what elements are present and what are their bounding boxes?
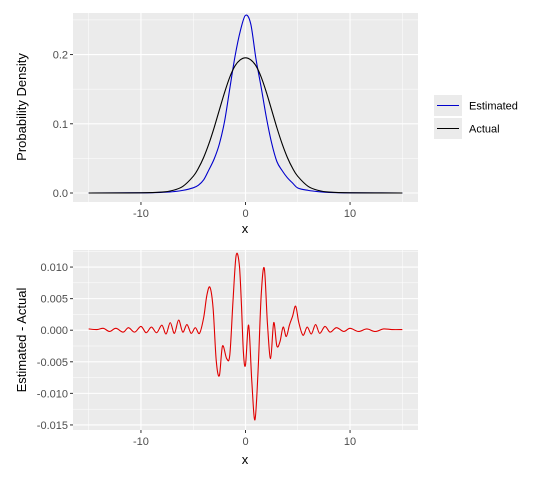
density-y-axis: 0.0 0.1 0.2	[53, 50, 73, 200]
legend-label-estimated: Estimated	[469, 101, 518, 113]
density-y-tick-label: 0.2	[53, 50, 68, 62]
difference-x-axis: -10 0 10	[133, 430, 356, 448]
density-x-tick-label: -10	[133, 208, 149, 220]
difference-y-tick-label: 0.005	[40, 294, 68, 306]
density-line-actual	[88, 57, 403, 194]
density-y-axis-title: Probability Density	[14, 53, 29, 161]
difference-x-tick-label: 10	[344, 436, 356, 448]
density-x-axis-title: x	[242, 221, 249, 236]
difference-y-axis-title: Estimated - Actual	[14, 288, 29, 393]
difference-x-tick-label: 0	[242, 436, 248, 448]
difference-chart: -0.015 -0.010 -0.005 0.000 0.005 0.010 -10 0 10…	[14, 250, 418, 467]
density-x-tick-label: 0	[242, 208, 248, 220]
density-y-tick-label: 0.0	[53, 188, 68, 200]
density-lines	[88, 14, 403, 194]
legend: Estimated Actual	[434, 95, 518, 139]
difference-line-difference	[88, 252, 403, 421]
difference-y-tick-label: 0.000	[40, 325, 68, 337]
difference-y-axis: -0.015 -0.010 -0.005 0.000 0.005 0.010	[37, 262, 73, 432]
density-line-estimated	[88, 14, 403, 194]
difference-x-tick-label: -10	[133, 436, 149, 448]
difference-x-axis-title: x	[242, 452, 249, 467]
density-x-axis: -10 0 10	[133, 202, 356, 220]
density-y-tick-label: 0.1	[53, 119, 68, 131]
difference-y-tick-label: -0.005	[37, 357, 68, 369]
density-x-tick-label: 10	[344, 208, 356, 220]
difference-lines	[88, 252, 403, 421]
difference-y-tick-label: -0.015	[37, 420, 68, 432]
legend-label-actual: Actual	[469, 124, 500, 136]
difference-y-tick-label: 0.010	[40, 262, 68, 274]
difference-y-tick-label: -0.010	[37, 388, 68, 400]
density-chart: 0.0 0.1 0.2 -10 0 10 x Probability Density	[14, 13, 418, 236]
